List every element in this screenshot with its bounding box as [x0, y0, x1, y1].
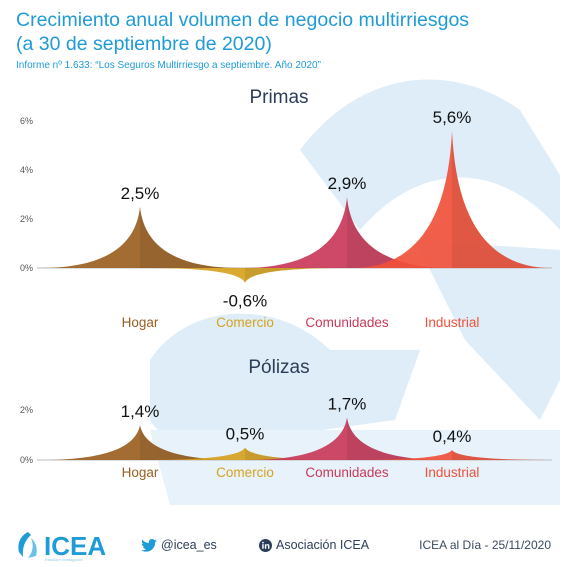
polizas-title: Pólizas	[248, 357, 309, 378]
primas-value-label-comercio: -0,6%	[223, 292, 267, 311]
footer: ICEA Estudios e investigación @icea_es A…	[0, 522, 567, 567]
primas-category-label-industrial: Industrial	[425, 315, 480, 330]
primas-panel: Primas 0% 2% 4% 6% 2,5% Hogar -0,6% Comercio 2,9%…	[20, 87, 552, 330]
polizas-category-label-comercio: Comercio	[216, 465, 274, 480]
title-line-1: Crecimiento anual volumen de negocio mul…	[16, 9, 470, 31]
polizas-area-shade-industrial	[452, 450, 552, 460]
primas-area-shade-hogar	[140, 206, 240, 268]
polizas-area-industrial	[352, 450, 552, 460]
growth-chart: Primas 0% 2% 4% 6% 2,5% Hogar -0,6% Comercio 2,9%…	[20, 87, 552, 480]
primas-category-label-comunidades: Comunidades	[305, 315, 389, 330]
twitter-handle: @icea_es	[161, 538, 217, 552]
watermark-band-bottom	[150, 430, 560, 505]
polizas-area-comercio	[145, 447, 345, 460]
primas-ytick-label: 0%	[20, 263, 33, 273]
primas-area-shade-comercio	[245, 268, 345, 283]
polizas-category-label-hogar: Hogar	[122, 465, 159, 480]
logo-tagline: Estudios e investigación	[45, 558, 83, 562]
linkedin-link[interactable]: Asociación ICEA	[259, 538, 369, 552]
icea-logo: ICEA Estudios e investigación	[14, 528, 107, 562]
polizas-value-label-comercio: 0,5%	[226, 425, 265, 444]
polizas-ytick-label: 0%	[20, 455, 33, 465]
polizas-category-label-comunidades: Comunidades	[305, 465, 389, 480]
primas-area-shade-comunidades	[347, 196, 452, 268]
page-title: Crecimiento anual volumen de negocio mul…	[16, 8, 469, 56]
polizas-value-label-comunidades: 1,7%	[328, 395, 367, 414]
watermark-band-upper	[300, 79, 560, 230]
primas-value-label-comunidades: 2,9%	[328, 174, 367, 193]
twitter-icon	[141, 538, 157, 552]
linkedin-name: Asociación ICEA	[276, 538, 370, 552]
linkedin-icon	[259, 538, 272, 552]
polizas-value-label-industrial: 0,4%	[433, 427, 472, 446]
primas-title: Primas	[249, 87, 308, 108]
polizas-area-shade-comunidades	[347, 417, 447, 460]
report-subtitle: Informe nº 1.633: “Los Seguros Multirrie…	[16, 60, 321, 71]
primas-area-comunidades	[242, 196, 452, 268]
primas-ytick-label: 4%	[20, 165, 33, 175]
primas-value-label-hogar: 2,5%	[121, 184, 160, 203]
primas-area-shade-industrial	[452, 130, 552, 268]
primas-area-industrial	[352, 130, 552, 268]
polizas-area-hogar	[40, 425, 240, 460]
polizas-ytick-label: 2%	[20, 405, 33, 415]
polizas-area-shade-hogar	[140, 425, 240, 460]
twitter-link[interactable]: @icea_es	[141, 538, 217, 552]
primas-category-label-hogar: Hogar	[122, 315, 159, 330]
primas-area-hogar	[40, 206, 240, 268]
primas-ytick-label: 6%	[20, 116, 33, 126]
polizas-area-shade-comercio	[245, 447, 345, 460]
logo-text: ICEA	[44, 531, 107, 561]
primas-area-comercio	[145, 268, 345, 283]
watermark-band-lower	[150, 313, 420, 444]
watermark-band-right	[415, 240, 560, 420]
footer-credit: ICEA al Día - 25/11/2020	[419, 538, 551, 552]
primas-value-label-industrial: 5,6%	[433, 108, 472, 127]
polizas-panel: Pólizas 0% 2% 1,4% Hogar 0,5% Comercio 1,7% Comu…	[20, 357, 552, 480]
polizas-category-label-industrial: Industrial	[425, 465, 480, 480]
polizas-area-comunidades	[247, 417, 447, 460]
primas-ytick-label: 2%	[20, 214, 33, 224]
title-line-2: (a 30 de septiembre de 2020)	[16, 33, 272, 55]
polizas-value-label-hogar: 1,4%	[121, 402, 160, 421]
primas-category-label-comercio: Comercio	[216, 315, 274, 330]
icea-logo-mark	[18, 532, 37, 558]
